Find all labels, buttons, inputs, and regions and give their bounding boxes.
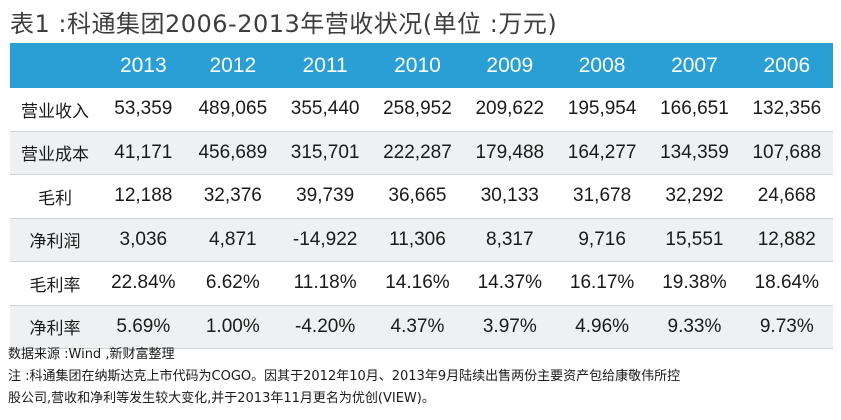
table-cell: 9.73% (740, 305, 833, 349)
table-cell: 1.00% (186, 305, 279, 349)
column-header-2008: 2008 (555, 43, 649, 88)
table-cell: 9.33% (648, 305, 741, 349)
table-cell: 30,133 (463, 174, 556, 219)
table-row-net-margin: 净利率 5.69% 1.00% -4.20% 4.37% 3.97% 4.96%… (10, 305, 833, 349)
header-row: 2013 2012 2011 2010 2009 2008 2007 2006 (10, 43, 833, 88)
table-cell: 11.18% (278, 261, 372, 306)
table-cell: 195,954 (555, 88, 649, 132)
table-cell: 8,317 (463, 218, 556, 262)
table-cell: 107,688 (740, 131, 833, 175)
table-cell: 39,739 (278, 174, 372, 219)
table-cell: 41,171 (100, 131, 187, 175)
table-cell: 3.97% (463, 305, 556, 349)
table-cell: 14.37% (463, 261, 556, 306)
footnote-line-1: 注 :科通集团在纳斯达克上市代码为COGO。因其于2012年10月、2013年9… (8, 369, 681, 384)
table-cell: 32,292 (648, 174, 741, 219)
table-cell: 6.62% (186, 261, 279, 306)
table-cell: 489,065 (186, 88, 279, 132)
table-cell: 355,440 (278, 88, 372, 132)
table-row-cost: 营业成本 41,171 456,689 315,701 222,287 179,… (10, 131, 833, 175)
table-cell: 32,376 (186, 174, 279, 219)
notes-section: 数据来源 :Wind ,新财富整理 注 :科通集团在纳斯达克上市代码为COGO。… (8, 344, 836, 410)
table-cell: 164,277 (555, 131, 649, 175)
table-cell: 3,036 (100, 218, 187, 262)
table-cell: 24,668 (740, 174, 833, 219)
table-cell: 134,359 (648, 131, 741, 175)
column-header-2010: 2010 (371, 43, 464, 88)
table-row-revenue: 营业收入 53,359 489,065 355,440 258,952 209,… (10, 88, 833, 132)
table-cell: 14.16% (371, 261, 464, 306)
table-cell: 5.69% (100, 305, 187, 349)
table-row-gross-margin: 毛利率 22.84% 6.62% 11.18% 14.16% 14.37% 16… (10, 261, 833, 306)
row-label: 毛利率 (10, 261, 100, 306)
table-cell: 15,551 (648, 218, 741, 262)
footnote-line-2: 股公司,营收和净利等发生较大变化,并于2013年11月更名为优创(VIEW)。 (8, 391, 435, 406)
table-cell: 22.84% (100, 261, 187, 306)
table-cell: 11,306 (371, 218, 464, 262)
row-label: 营业成本 (10, 131, 100, 175)
header-corner (10, 43, 100, 88)
table-cell: 258,952 (371, 88, 464, 132)
row-label: 净利润 (10, 218, 100, 262)
column-header-2007: 2007 (648, 43, 741, 88)
table-cell: 12,882 (740, 218, 833, 262)
table-cell: 4.96% (555, 305, 649, 349)
table-cell: 315,701 (278, 131, 372, 175)
table-row-gross-profit: 毛利 12,188 32,376 39,739 36,665 30,133 31… (10, 174, 833, 219)
table-cell: 36,665 (371, 174, 464, 219)
table-cell: 9,716 (555, 218, 649, 262)
table-row-net-profit: 净利润 3,036 4,871 -14,922 11,306 8,317 9,7… (10, 218, 833, 262)
data-source-note: 数据来源 :Wind ,新财富整理 (8, 347, 175, 362)
table-cell: 222,287 (371, 131, 464, 175)
table-cell: 31,678 (555, 174, 649, 219)
table-cell: 4.37% (371, 305, 464, 349)
table-cell: 4,871 (186, 218, 279, 262)
table-cell: 18.64% (740, 261, 833, 306)
row-label: 净利率 (10, 305, 100, 349)
table-title: 表1 :科通集团2006-2013年营收状况(单位 :万元) (10, 10, 558, 38)
table-cell: -14,922 (278, 218, 372, 262)
table-cell: 16.17% (555, 261, 649, 306)
table-cell: -4.20% (278, 305, 372, 349)
table-cell: 19.38% (648, 261, 741, 306)
column-header-2009: 2009 (463, 43, 556, 88)
row-label: 毛利 (10, 174, 100, 219)
table-cell: 132,356 (740, 88, 833, 132)
table-cell: 53,359 (100, 88, 187, 132)
column-header-2006: 2006 (740, 43, 833, 88)
column-header-2012: 2012 (186, 43, 279, 88)
table-cell: 12,188 (100, 174, 187, 219)
financial-table: 2013 2012 2011 2010 2009 2008 2007 2006 … (10, 43, 833, 349)
table-cell: 209,622 (463, 88, 556, 132)
row-label: 营业收入 (10, 88, 100, 132)
column-header-2011: 2011 (278, 43, 372, 88)
column-header-2013: 2013 (100, 43, 187, 88)
table-cell: 166,651 (648, 88, 741, 132)
table-cell: 456,689 (186, 131, 279, 175)
table-cell: 179,488 (463, 131, 556, 175)
